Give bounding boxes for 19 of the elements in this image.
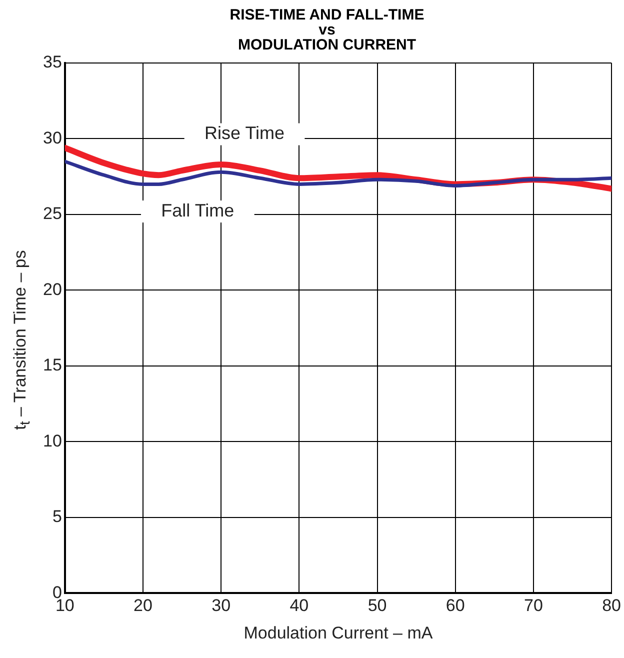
x-axis-title: Modulation Current – mA <box>244 623 434 642</box>
y-tick-label: 35 <box>42 52 62 72</box>
y-tick-label: 15 <box>42 356 62 375</box>
series-label: Fall Time <box>161 200 234 220</box>
y-tick-label: 30 <box>42 128 62 148</box>
x-tick-label: 30 <box>212 596 231 616</box>
x-tick-label: 70 <box>524 596 543 616</box>
y-tick-label: 20 <box>42 280 62 299</box>
y-tick-label: 10 <box>42 431 62 450</box>
x-tick-label: 40 <box>290 596 309 616</box>
y-tick-label: 5 <box>52 507 62 526</box>
x-tick-label: 80 <box>602 596 622 616</box>
chart-title: RISE-TIME AND FALL-TIME vs MODULATION CURRENT <box>230 6 424 54</box>
x-tick-label: 50 <box>368 596 387 616</box>
line-series <box>64 160 612 188</box>
series-label: Rise Time <box>204 123 285 144</box>
x-tick-label: 20 <box>134 596 152 616</box>
x-tick-label: 60 <box>446 596 465 616</box>
y-tick-label: 25 <box>42 204 62 224</box>
